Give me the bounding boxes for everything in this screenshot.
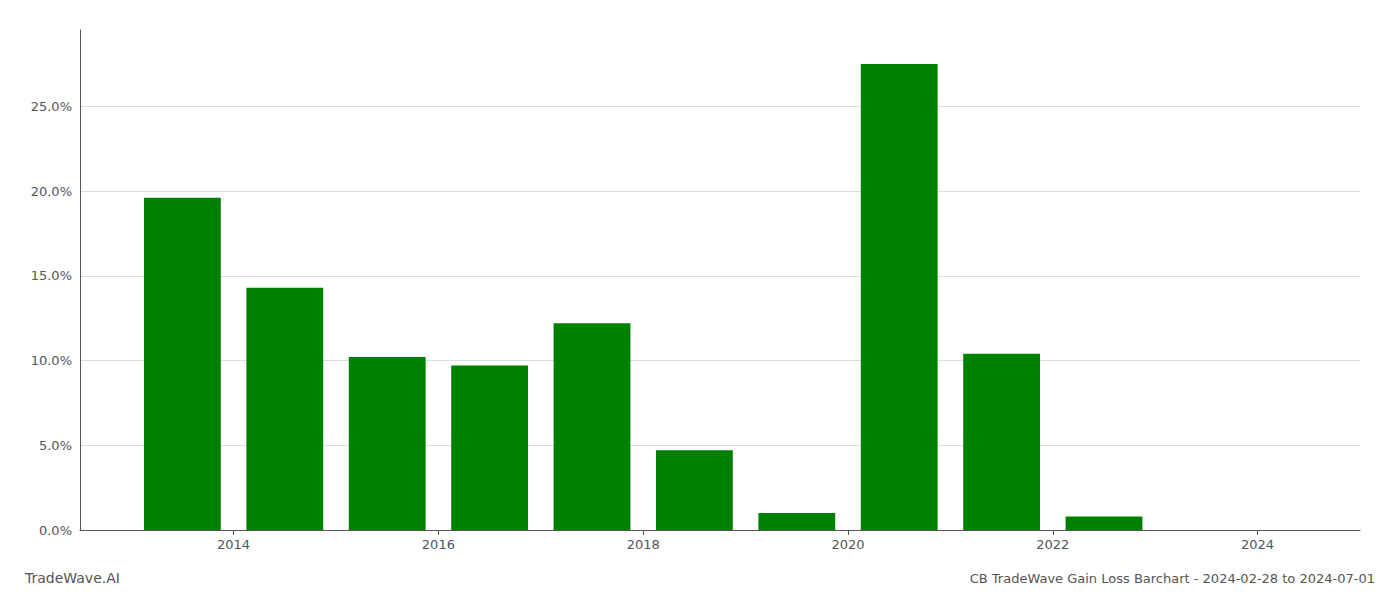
svg-text:2022: 2022 [1036,537,1069,552]
svg-text:CB TradeWave Gain Loss Barchar: CB TradeWave Gain Loss Barchart - 2024-0… [970,571,1375,586]
svg-text:TradeWave.AI: TradeWave.AI [24,570,120,586]
svg-text:15.0%: 15.0% [31,268,72,283]
svg-text:2018: 2018 [627,537,660,552]
svg-text:25.0%: 25.0% [31,99,72,114]
svg-text:2014: 2014 [217,537,250,552]
svg-text:5.0%: 5.0% [39,438,72,453]
svg-text:10.0%: 10.0% [31,353,72,368]
svg-text:2020: 2020 [831,537,864,552]
svg-text:2024: 2024 [1241,537,1274,552]
svg-text:0.0%: 0.0% [39,523,72,538]
svg-text:2016: 2016 [422,537,455,552]
svg-text:20.0%: 20.0% [31,184,72,199]
